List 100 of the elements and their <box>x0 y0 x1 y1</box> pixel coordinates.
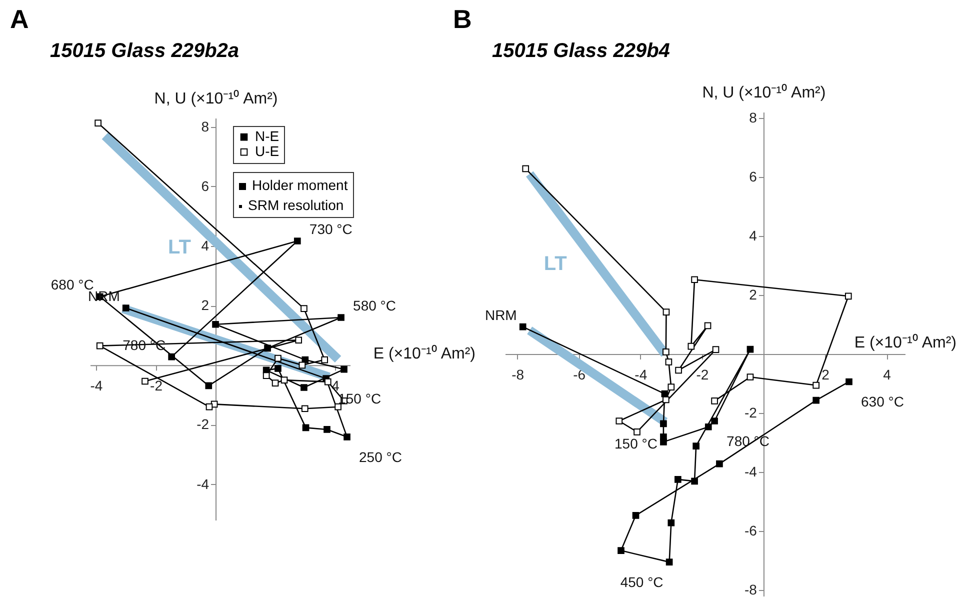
annotation: 730 °C <box>309 220 352 237</box>
x-tick-label: -8 <box>512 366 524 382</box>
point <box>302 424 310 432</box>
annotation: 780 °C <box>726 432 770 449</box>
point <box>616 418 623 424</box>
point <box>324 378 332 386</box>
x-tick-label: -2 <box>150 378 163 394</box>
point <box>688 342 695 350</box>
point <box>274 354 282 362</box>
point <box>300 384 308 391</box>
chart-title: A <box>10 4 29 35</box>
x-axis-title: E (×10⁻¹⁰ Am²) <box>373 344 476 363</box>
point <box>274 365 282 372</box>
y-tick-label: 6 <box>749 168 758 184</box>
point <box>298 362 306 369</box>
point <box>704 423 712 430</box>
point <box>96 342 104 350</box>
x-tick-label: 2 <box>822 366 830 382</box>
legend-label: U-E <box>255 143 280 160</box>
point <box>295 336 302 344</box>
annotation: Holder moment <box>252 177 348 193</box>
point <box>618 547 624 554</box>
point <box>812 396 820 404</box>
annotation: 630 °C <box>861 394 904 410</box>
point <box>324 426 330 433</box>
point <box>294 238 301 244</box>
point <box>272 380 279 386</box>
point <box>662 308 670 316</box>
point <box>660 420 667 428</box>
y-axis-title: N, U (×10⁻¹⁰ Am²) <box>154 90 278 108</box>
point <box>205 382 212 390</box>
point <box>660 438 667 446</box>
point <box>212 320 219 328</box>
point <box>668 384 675 390</box>
point <box>691 276 698 284</box>
point <box>674 476 682 483</box>
chart-subtitle: 15015 Glass 229b2a <box>50 40 240 63</box>
y-tick-label: 4 <box>749 227 758 244</box>
point <box>666 558 673 566</box>
point <box>94 120 102 126</box>
x-tick-label: -4 <box>634 366 648 382</box>
point <box>844 292 852 300</box>
point <box>340 366 348 373</box>
annotation: SRM resolution <box>248 197 344 213</box>
y-tick-label: 2 <box>749 286 758 302</box>
y-tick-label: 6 <box>201 178 210 194</box>
series-label: LT <box>168 236 191 259</box>
point <box>206 403 213 410</box>
annotation: 250 °C <box>359 448 402 465</box>
point <box>665 358 672 366</box>
point <box>321 356 328 364</box>
point <box>522 165 530 172</box>
chart-title: B <box>453 4 472 35</box>
point <box>300 305 308 312</box>
point <box>692 442 700 450</box>
point <box>280 376 288 384</box>
point <box>334 403 342 410</box>
y-tick-label: -2 <box>744 404 758 421</box>
point <box>122 304 130 312</box>
series-label: LT <box>544 252 567 275</box>
x-tick-label: 4 <box>883 366 892 382</box>
x-axis-title: E (×10⁻¹⁰ Am²) <box>854 334 956 352</box>
point <box>704 322 712 330</box>
point <box>142 378 148 385</box>
legend-label: N-E <box>255 128 280 144</box>
y-axis-title: N, U (×10⁻¹⁰ Am²) <box>702 84 826 102</box>
point <box>519 323 526 330</box>
point <box>168 353 175 360</box>
annotation: 580 °C <box>353 298 396 314</box>
y-tick-label: -8 <box>744 582 758 598</box>
y-tick-label: 4 <box>201 238 210 254</box>
point <box>846 378 852 386</box>
y-tick-label: -2 <box>196 416 210 432</box>
point <box>632 512 640 519</box>
y-tick-label: 8 <box>749 109 758 126</box>
point <box>634 428 640 436</box>
y-tick-label: -4 <box>196 476 210 492</box>
point <box>338 314 344 321</box>
point <box>662 348 670 356</box>
point <box>691 478 698 485</box>
point <box>711 398 718 404</box>
point <box>668 519 675 526</box>
y-tick-label: -6 <box>744 522 758 539</box>
point <box>711 418 718 424</box>
chart-subtitle: 15015 Glass 229b4 <box>492 40 670 63</box>
x-tick-label: -2 <box>696 366 709 382</box>
point <box>812 382 820 389</box>
point <box>662 396 670 404</box>
point <box>344 434 350 440</box>
x-tick-label: -4 <box>90 378 103 394</box>
point <box>712 346 720 353</box>
point <box>262 372 270 379</box>
y-tick-label: 2 <box>201 297 210 314</box>
point <box>746 374 754 380</box>
annotation: NRM <box>484 306 517 323</box>
point <box>675 366 682 374</box>
annotation: 450 °C <box>620 574 664 590</box>
annotation: 150 °C <box>614 436 658 452</box>
point <box>301 405 308 412</box>
y-tick-label: 8 <box>201 118 210 134</box>
